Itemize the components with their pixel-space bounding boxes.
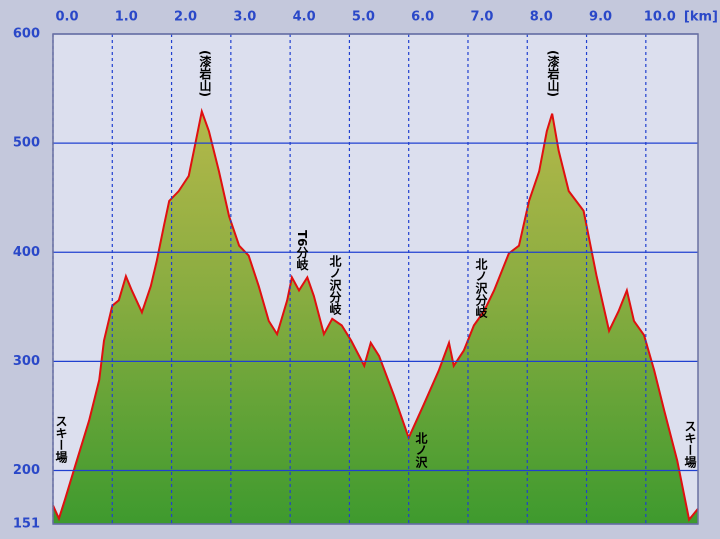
x-tick-label: 6.0: [411, 10, 434, 25]
x-tick-label: 5.0: [352, 10, 375, 25]
y-tick-label: 200: [13, 463, 40, 478]
annotation: 北ノ沢分岐: [328, 254, 342, 316]
y-tick-label: 151: [13, 517, 40, 532]
x-axis-unit: [km]: [684, 10, 718, 25]
x-tick-label: 8.0: [530, 10, 553, 25]
x-tick-label: 10.0: [644, 10, 676, 25]
annotation: (漆岩山): [198, 50, 212, 97]
x-tick-label: 1.0: [115, 10, 138, 25]
y-tick-label: 500: [13, 136, 40, 151]
area: [53, 111, 698, 524]
x-tick-label: 0.0: [55, 10, 78, 25]
x-tick-label: 3.0: [233, 10, 256, 25]
annotation: スキー場: [683, 420, 697, 469]
annotation: 北ノ沢: [414, 431, 428, 469]
annotation: 北ノ沢分岐: [474, 257, 488, 319]
y-tick-label: 300: [13, 354, 40, 369]
y-tick-label: 600: [13, 27, 40, 42]
x-tick-label: 2.0: [174, 10, 197, 25]
x-tick-label: 9.0: [589, 10, 612, 25]
x-tick-label: 4.0: [293, 10, 316, 25]
x-tick-label: 7.0: [470, 10, 493, 25]
plot-frame: [52, 33, 699, 525]
y-tick-label: 400: [13, 245, 40, 260]
annotation: (漆岩山): [546, 50, 560, 97]
annotation: T6分岐: [295, 230, 309, 271]
profile-line: [52, 107, 699, 522]
annotation: スキー場: [54, 415, 68, 464]
